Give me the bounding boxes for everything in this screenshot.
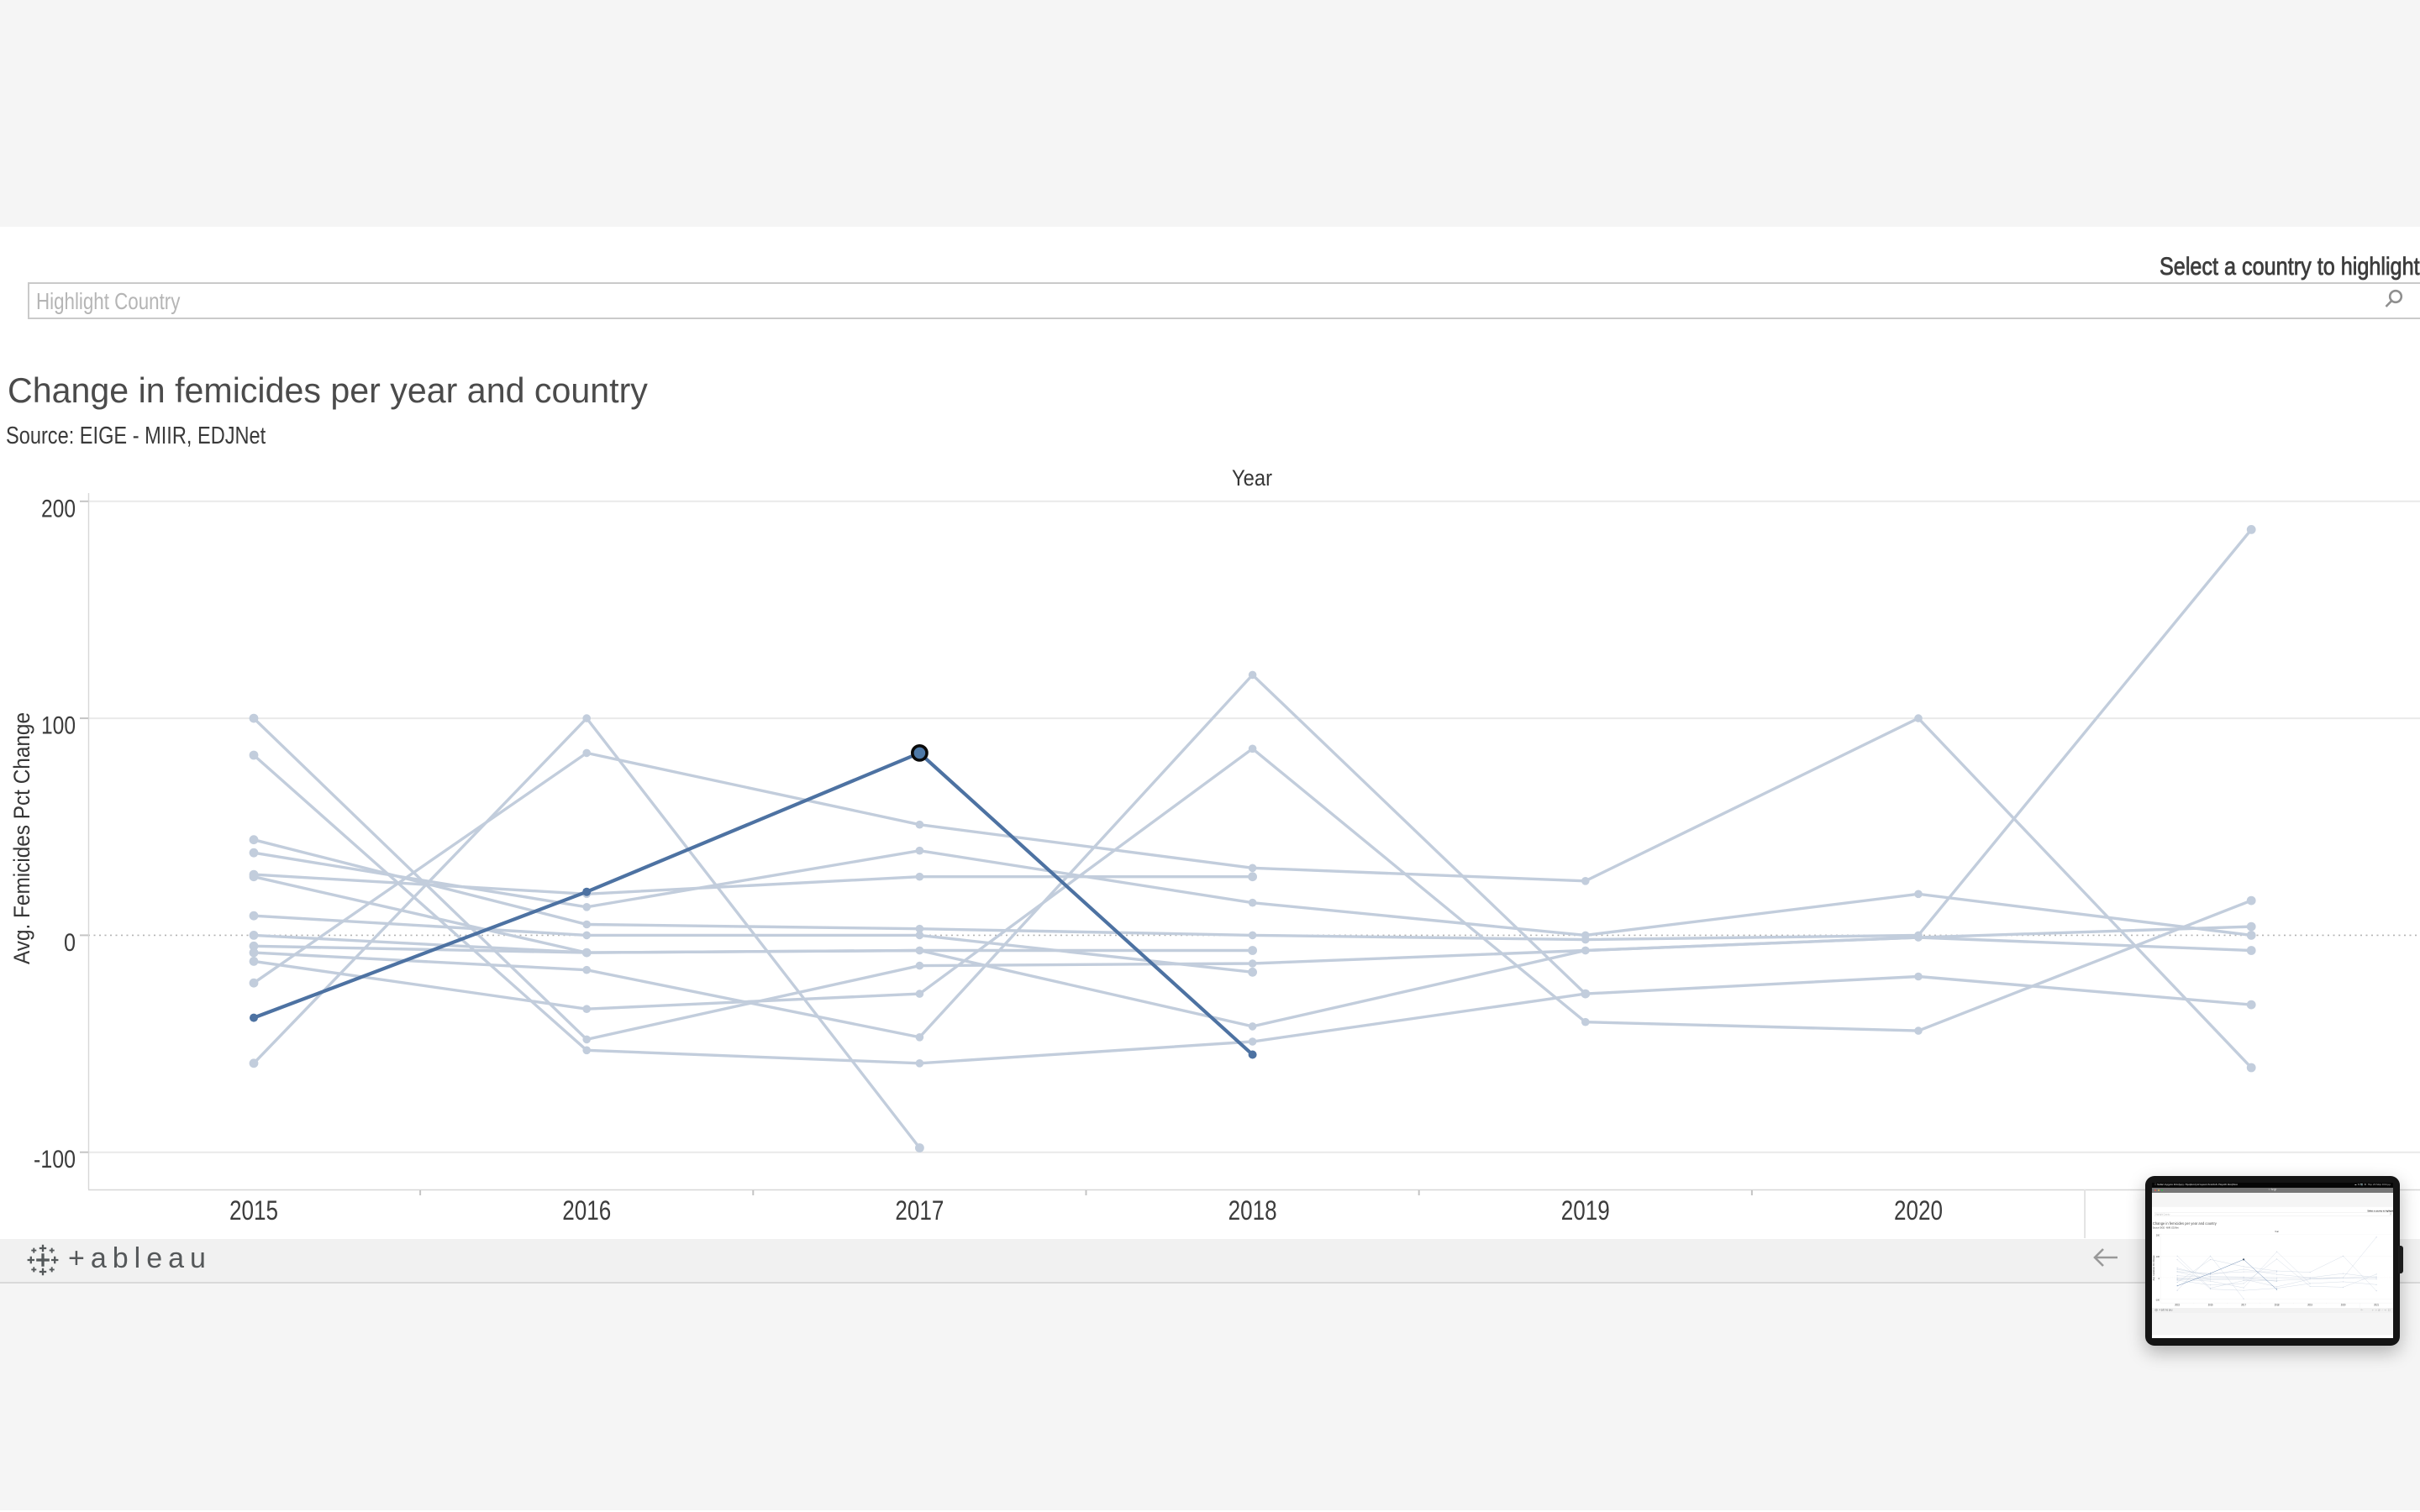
svg-text:2015: 2015 bbox=[2175, 1303, 2180, 1306]
svg-text:0: 0 bbox=[2159, 1276, 2160, 1279]
svg-text:200: 200 bbox=[2156, 1233, 2160, 1236]
svg-text:Avg. Femicides Pct Change: Avg. Femicides Pct Change bbox=[2152, 1255, 2155, 1280]
svg-text:100: 100 bbox=[41, 712, 76, 740]
svg-text:Year: Year bbox=[2275, 1230, 2279, 1233]
svg-text:-100: -100 bbox=[34, 1146, 76, 1173]
svg-text:2020: 2020 bbox=[2341, 1303, 2346, 1306]
svg-text:100: 100 bbox=[2156, 1255, 2160, 1258]
svg-text:2021: 2021 bbox=[2374, 1303, 2379, 1306]
svg-text:2017: 2017 bbox=[2241, 1303, 2246, 1306]
svg-text:2015: 2015 bbox=[229, 1195, 278, 1226]
svg-text:Year: Year bbox=[1232, 465, 1272, 491]
svg-text:2019: 2019 bbox=[2307, 1303, 2312, 1306]
svg-text:200: 200 bbox=[41, 495, 76, 522]
svg-text:0: 0 bbox=[64, 929, 76, 957]
svg-text:2016: 2016 bbox=[2208, 1303, 2213, 1306]
svg-text:Avg. Femicides Pct Change: Avg. Femicides Pct Change bbox=[9, 712, 34, 964]
svg-text:2016: 2016 bbox=[562, 1195, 611, 1226]
svg-text:2018: 2018 bbox=[2275, 1303, 2280, 1306]
svg-text:2018: 2018 bbox=[1228, 1195, 1277, 1226]
svg-text:2019: 2019 bbox=[1561, 1195, 1610, 1226]
svg-text:2017: 2017 bbox=[895, 1195, 944, 1226]
svg-text:2020: 2020 bbox=[1894, 1195, 1943, 1226]
svg-text:-100: -100 bbox=[2155, 1298, 2160, 1301]
